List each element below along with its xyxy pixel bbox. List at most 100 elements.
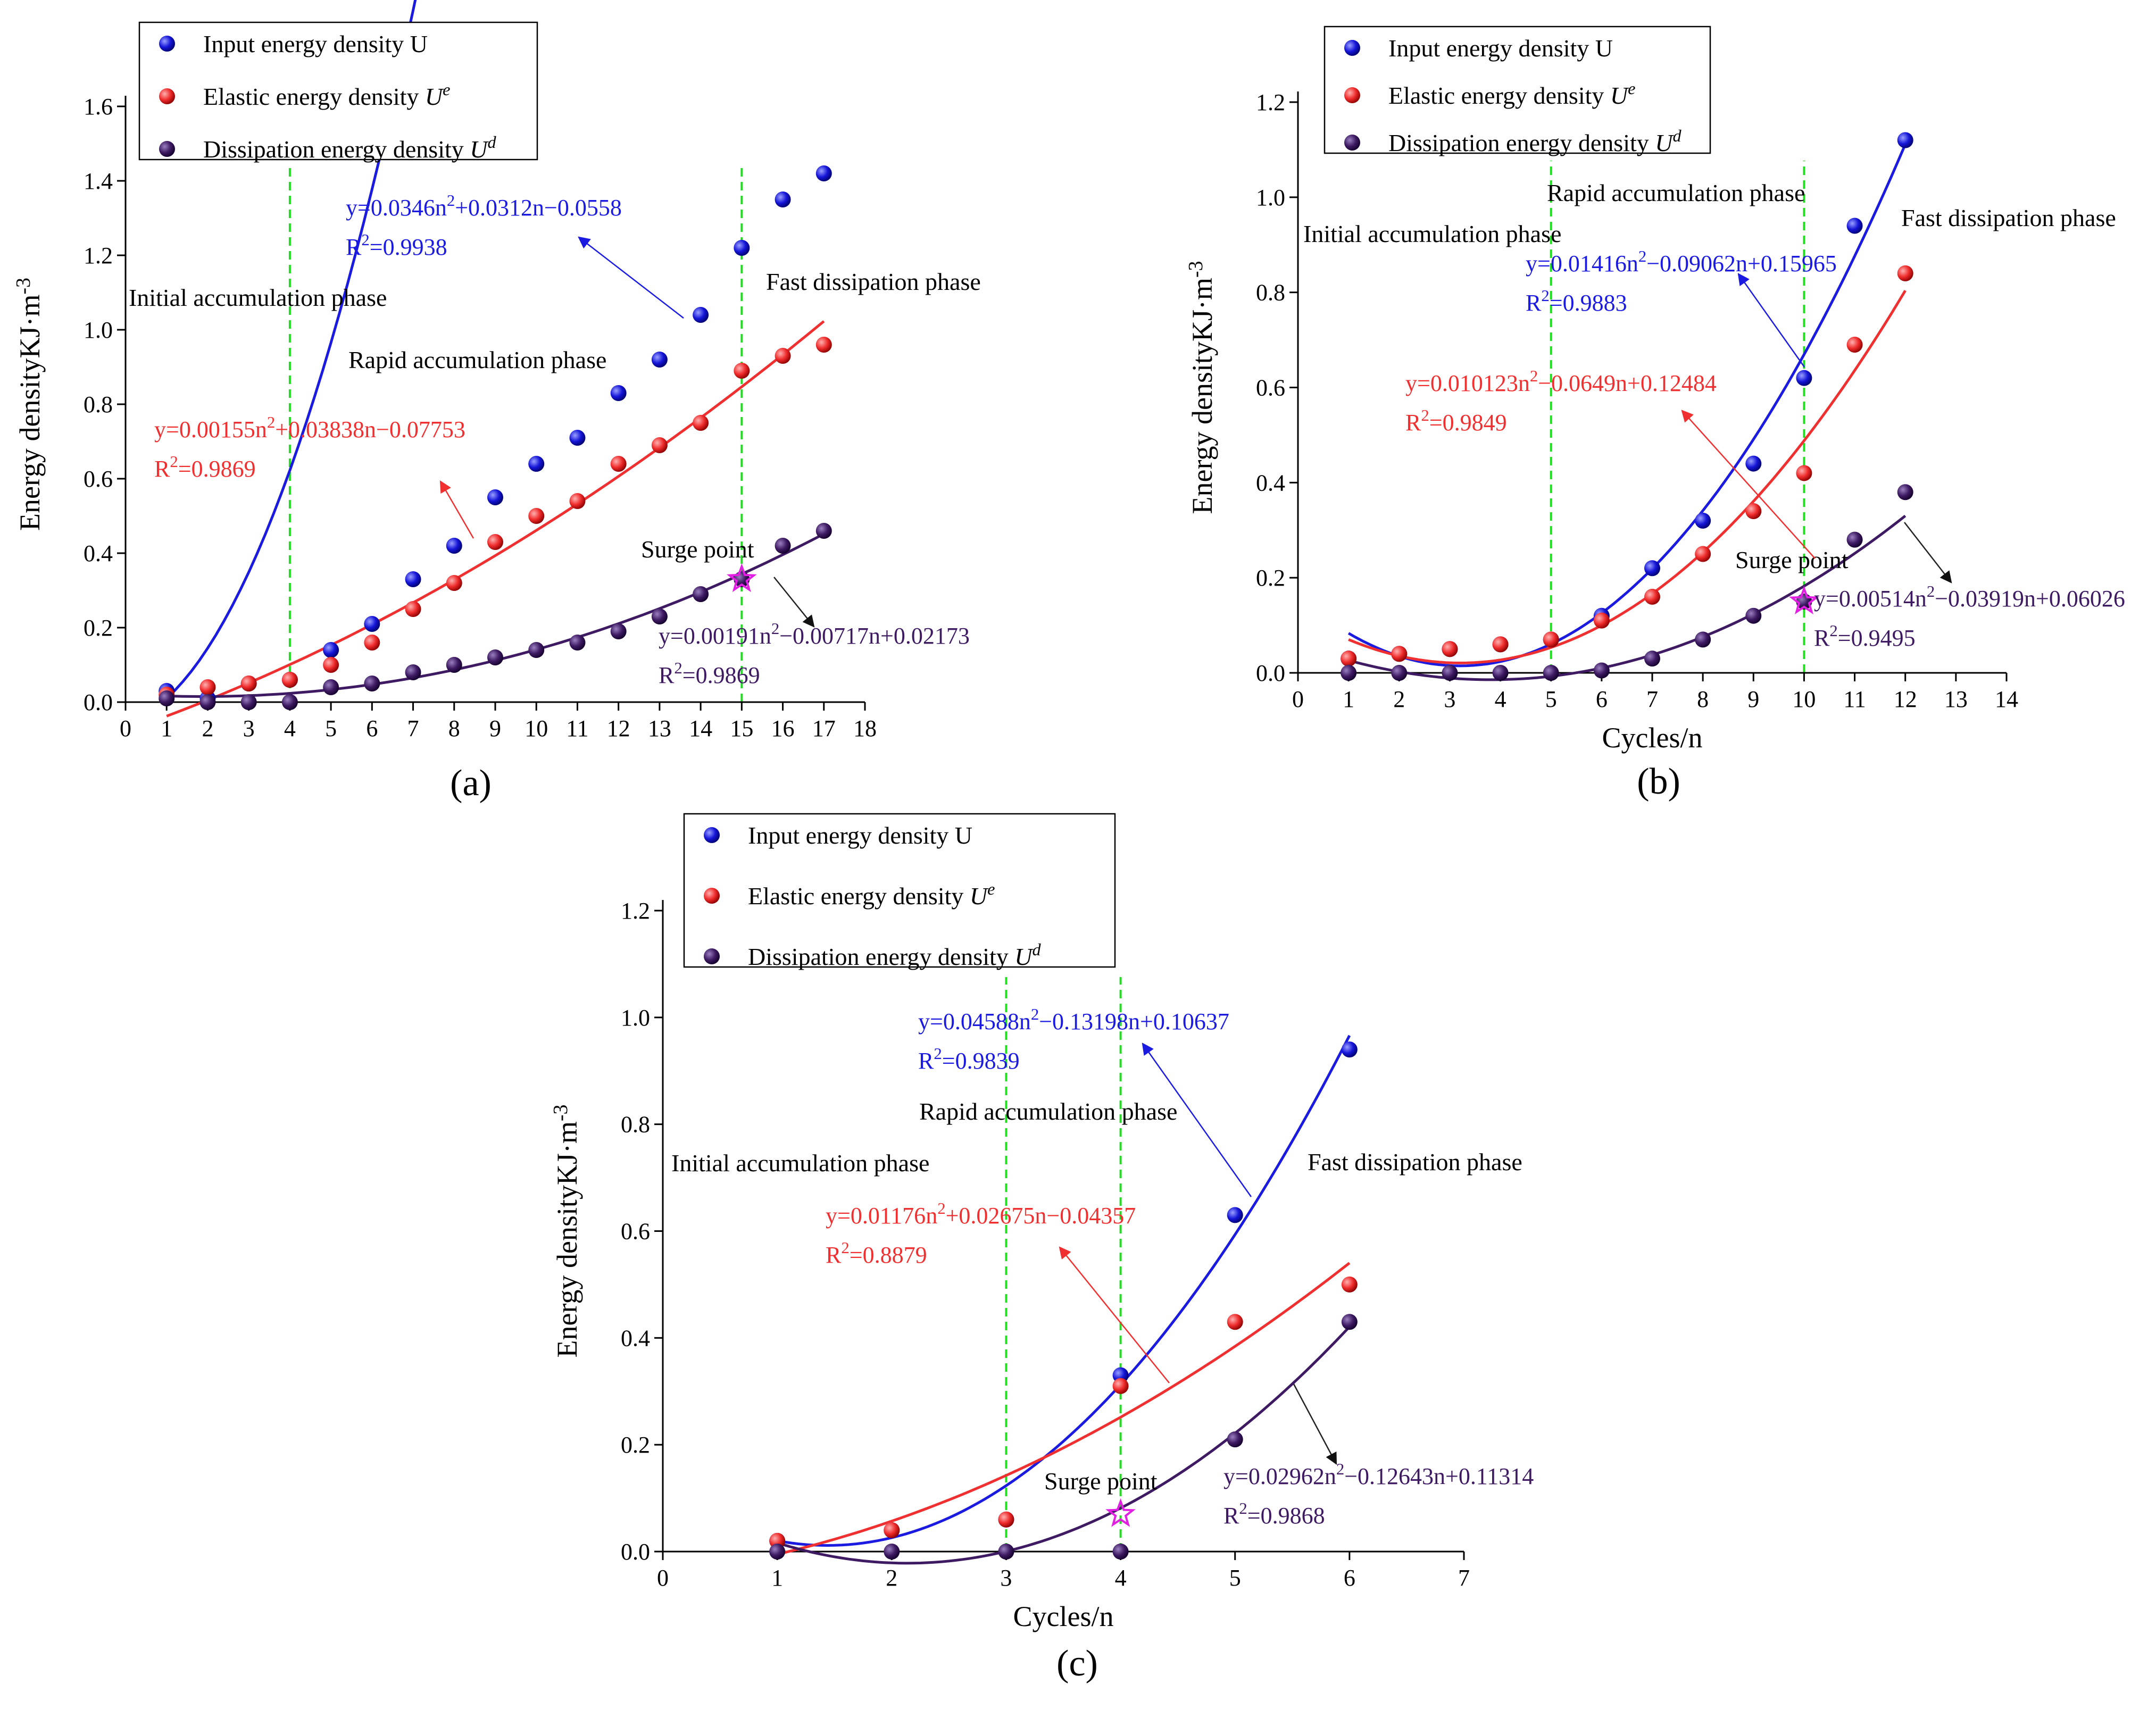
elastic-fit-equation: y=0.00155n2+0.03838n−0.07753	[154, 413, 465, 443]
dissipation-data-point	[1442, 665, 1458, 681]
dissipation-data-point	[693, 586, 709, 602]
y-tick-label: 1.0	[621, 1005, 650, 1031]
legend-label-input: Input energy density U	[203, 30, 428, 57]
x-tick-label: 6	[1596, 686, 1608, 712]
input-data-point	[405, 571, 421, 587]
elastic-annotation-arrow	[439, 480, 475, 539]
x-tick-label: 16	[771, 715, 795, 741]
legend-label-dissipation: Dissipation energy density Ud	[748, 940, 1042, 970]
x-tick-label: 13	[1944, 686, 1968, 712]
y-axis-title: Energy densityKJ·m-3	[550, 1105, 583, 1358]
input-data-point	[1745, 455, 1762, 472]
chart-panel-b: 0 1 2 3 4 5 6 7 8 9 10 11 12 13 140.00.20.40.60.81.01.…	[1185, 26, 2125, 802]
elastic-data-point	[528, 508, 545, 524]
dissipation-data-point	[651, 608, 668, 624]
elastic-data-point	[446, 575, 462, 591]
x-tick-label: 3	[243, 715, 255, 741]
y-axis-title: Energy densityKJ·m-3	[1185, 261, 1218, 514]
x-tick-label: 12	[1894, 686, 1917, 712]
dissipation-data-point	[569, 635, 586, 651]
x-tick-label: 5	[325, 715, 337, 741]
x-axis-title: Cycles/n	[1013, 1600, 1114, 1632]
elastic-data-point	[651, 437, 668, 453]
legend-label-elastic: Elastic energy density Ue	[1388, 79, 1635, 109]
legend-marker-dissipation	[1344, 135, 1360, 151]
x-tick-label: 17	[812, 715, 836, 741]
elastic-data-point	[405, 601, 421, 617]
elastic-data-point	[734, 363, 750, 379]
elastic-r-squared: R2=0.9849	[1405, 406, 1507, 436]
elastic-data-point	[1341, 1276, 1358, 1293]
dissipation-data-point	[815, 523, 832, 539]
input-data-point	[651, 352, 668, 368]
x-tick-label: 4	[1115, 1565, 1127, 1591]
legend-marker-input	[1344, 40, 1360, 56]
input-data-point	[693, 307, 709, 323]
dissipation-r-squared: R2=0.9869	[659, 659, 760, 688]
elastic-data-point	[1745, 503, 1762, 519]
y-tick-label: 0.6	[1256, 375, 1285, 401]
dissipation-data-point	[1745, 607, 1762, 624]
x-tick-label: 3	[1000, 1565, 1012, 1591]
elastic-data-point	[1796, 465, 1812, 481]
y-tick-label: 0.6	[84, 466, 113, 492]
legend-marker-elastic	[159, 88, 175, 104]
input-data-point	[487, 489, 503, 505]
dissipation-data-point	[323, 679, 339, 695]
input-fit-equation: y=0.0346n2+0.0312n−0.0558	[346, 191, 622, 221]
input-data-point	[815, 165, 832, 181]
input-fit-equation: y=0.01416n2−0.09062n+0.15965	[1526, 247, 1837, 277]
x-tick-label: 11	[1843, 686, 1866, 712]
dissipation-data-point	[1341, 665, 1357, 681]
phase-label: Initial accumulation phase	[671, 1149, 929, 1177]
input-data-point	[364, 616, 380, 632]
dissipation-data-point	[1543, 665, 1559, 681]
elastic-data-point	[1227, 1314, 1243, 1330]
legend-label-elastic: Elastic energy density Ue	[203, 80, 450, 110]
panel-label: (c)	[1056, 1643, 1098, 1684]
x-tick-label: 7	[407, 715, 419, 741]
x-tick-label: 8	[1697, 686, 1709, 712]
input-data-point	[1695, 512, 1711, 529]
y-tick-label: 0.2	[621, 1432, 650, 1458]
input-fit-curve	[1347, 144, 1907, 668]
elastic-fit-equation: y=0.010123n2−0.0649n+0.12484	[1405, 367, 1717, 396]
dissipation-fit-equation: y=0.00514n2−0.03919n+0.06026	[1814, 582, 2125, 612]
elastic-data-point	[1341, 651, 1357, 667]
dissipation-data-point	[199, 694, 216, 710]
dissipation-data-point	[1112, 1544, 1129, 1560]
y-tick-label: 0.0	[84, 689, 113, 715]
dissipation-fit-equation: y=0.02962n2−0.12643n+0.11314	[1223, 1460, 1534, 1489]
phase-label: Rapid accumulation phase	[348, 346, 606, 373]
phase-label: Fast dissipation phase	[766, 268, 981, 295]
input-r-squared: R2=0.9883	[1526, 287, 1627, 316]
surge-point-label: Surge point	[641, 536, 754, 563]
x-tick-label: 2	[886, 1565, 897, 1591]
x-tick-label: 0	[1292, 686, 1304, 712]
dissipation-data-point	[1341, 1314, 1358, 1330]
x-tick-label: 4	[1495, 686, 1506, 712]
y-tick-label: 0.8	[621, 1112, 650, 1138]
chart-panel-c: 0 1 2 3 4 5 6 7 0.0 0.2 0.4 0.6 0.8 1.0 1.2 Energy dens…	[550, 813, 1534, 1684]
y-tick-label: 1.2	[1256, 89, 1285, 115]
legend-marker-input	[704, 827, 720, 843]
elastic-data-point	[1492, 636, 1509, 653]
input-data-point	[1846, 218, 1863, 234]
x-tick-label: 1	[771, 1565, 783, 1591]
input-data-point	[569, 430, 586, 446]
dissipation-fit-curve	[777, 1325, 1351, 1565]
x-tick-label: 5	[1229, 1565, 1241, 1591]
dissipation-annotation-arrow	[773, 577, 815, 628]
elastic-data-point	[1846, 337, 1863, 353]
legend-box	[683, 813, 1116, 968]
x-tick-label: 8	[448, 715, 460, 741]
x-tick-label: 13	[648, 715, 671, 741]
x-tick-label: 9	[1747, 686, 1759, 712]
phase-label: Initial accumulation phase	[1303, 220, 1561, 247]
x-tick-label: 7	[1458, 1565, 1470, 1591]
x-tick-label: 14	[1995, 686, 2018, 712]
dissipation-data-point	[1695, 631, 1711, 648]
phase-label: Rapid accumulation phase	[1547, 179, 1805, 206]
y-axis-title: Energy densityKJ·m-3	[12, 278, 46, 531]
